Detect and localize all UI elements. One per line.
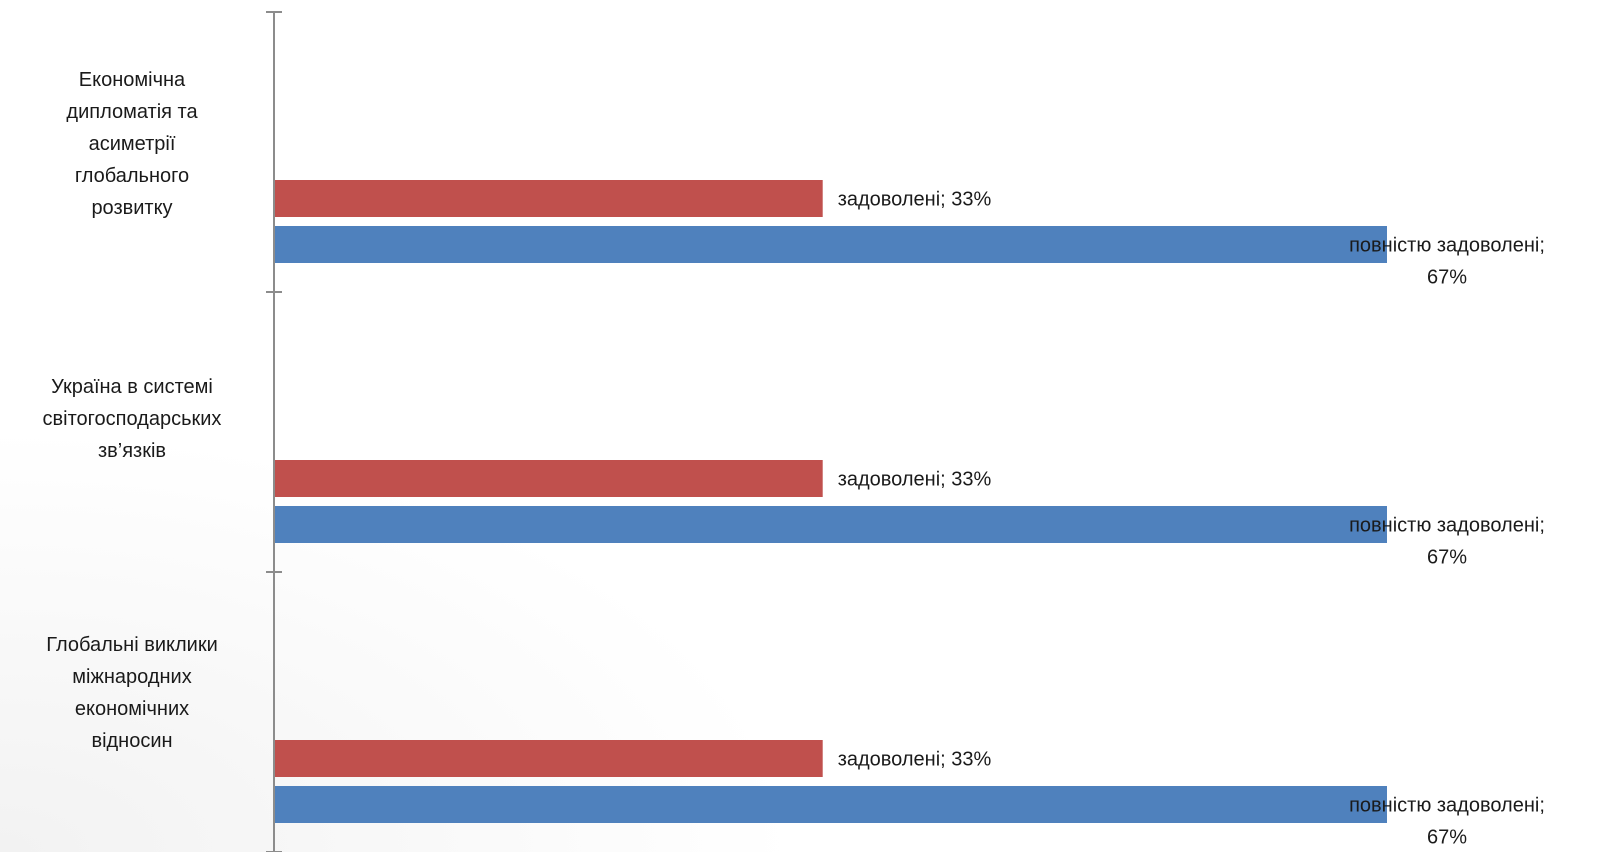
bar-fully-satisfied (275, 786, 1387, 823)
data-labels: задоволені; 33% задоволені; 33% задоволені… (838, 189, 1545, 849)
bar-fully-satisfied (275, 226, 1387, 263)
data-label: задоволені; 33% (838, 749, 992, 771)
bars-layer (275, 180, 1387, 823)
category-label: Україна в системі світогосподарських зв’яз… (43, 376, 222, 462)
category-axis (266, 11, 282, 853)
bar-satisfied (275, 460, 823, 497)
data-label: задоволені; 33% (838, 469, 992, 491)
data-label: задоволені; 33% (838, 189, 992, 211)
bar-satisfied (275, 180, 823, 217)
category-labels: Економічна дипломатія та асиметрії глобальн… (43, 69, 222, 752)
data-label: повністю задоволені; 67% (1349, 515, 1545, 569)
bar-fully-satisfied (275, 506, 1387, 543)
data-label: повністю задоволені; 67% (1349, 235, 1545, 289)
bar-satisfied (275, 740, 823, 777)
category-label: Економічна дипломатія та асиметрії глобальн… (66, 69, 198, 219)
category-label: Глобальні виклики міжнародних економічних в… (46, 634, 218, 752)
data-label: повністю задоволені; 67% (1349, 795, 1545, 849)
